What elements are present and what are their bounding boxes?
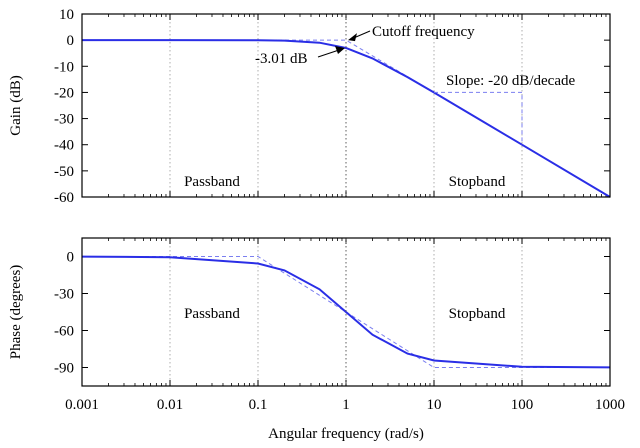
phase-x-tick-labels: 0.001 0.01 0.1 1 10 100 1000 [65, 397, 625, 413]
db3-label: -3.01 dB [255, 51, 308, 67]
x-axis-label: Angular frequency (rad/s) [268, 426, 424, 442]
cutoff-arrowhead [348, 33, 357, 42]
gain-y-axis-label: Gain (dB) [8, 75, 24, 135]
gain-y-tick-labels: 10 0 -10 -20 -30 -40 -50 -60 [54, 7, 74, 206]
x-tick-label: 10 [427, 397, 442, 413]
y-tick-label: -30 [54, 287, 74, 303]
y-tick-label: 10 [59, 7, 74, 23]
phase-y-tick-labels: 0 -30 -60 -90 [54, 250, 74, 377]
x-tick-label: 1000 [595, 397, 625, 413]
phase-y-axis-label: Phase (degrees) [8, 265, 24, 360]
y-tick-label: -60 [54, 324, 74, 340]
gain-grid [169, 14, 523, 197]
gain-ticks [81, 13, 611, 198]
y-tick-label: -30 [54, 112, 74, 128]
response-curve [81, 255, 611, 369]
y-tick-label: -20 [54, 85, 74, 101]
phase-series [81, 238, 611, 386]
phase-plot-frame [81, 237, 611, 387]
x-tick-label: 100 [511, 397, 534, 413]
gain-stopband-label: Stopband [449, 174, 506, 190]
y-tick-label: -40 [54, 138, 74, 154]
y-tick-label: 0 [67, 250, 75, 266]
phase-stopband-label: Stopband [449, 306, 506, 322]
x-tick-label: 0.01 [157, 397, 183, 413]
phase-panel: 0 -30 -60 -90 0.001 0.01 0.1 1 10 100 1000 Passba… [8, 237, 625, 442]
y-tick-label: 0 [67, 33, 75, 49]
gain-passband-label: Passband [184, 174, 240, 190]
y-tick-label: -10 [54, 59, 74, 75]
slope-label: Slope: -20 dB/decade [446, 73, 575, 89]
slope-triangle [434, 91, 523, 145]
gain-series [82, 14, 611, 198]
y-tick-label: -60 [54, 190, 74, 206]
x-tick-label: 0.001 [65, 397, 99, 413]
x-tick-label: 0.1 [249, 397, 268, 413]
response-curve [82, 39, 611, 198]
x-tick-label: 1 [342, 397, 350, 413]
y-tick-label: -90 [54, 361, 74, 377]
cutoff-label: Cutoff frequency [372, 24, 475, 40]
phase-passband-label: Passband [184, 306, 240, 322]
db3-arrowhead [335, 46, 345, 55]
gain-plot-frame [81, 13, 611, 198]
y-tick-label: -50 [54, 164, 74, 180]
gain-panel: 10 0 -10 -20 -30 -40 -50 -60 Cutoff frequency -… [8, 7, 611, 206]
phase-annotations: Passband Stopband [184, 306, 506, 322]
gain-annotations: Cutoff frequency -3.01 dB Slope: -20 dB/… [184, 24, 575, 190]
